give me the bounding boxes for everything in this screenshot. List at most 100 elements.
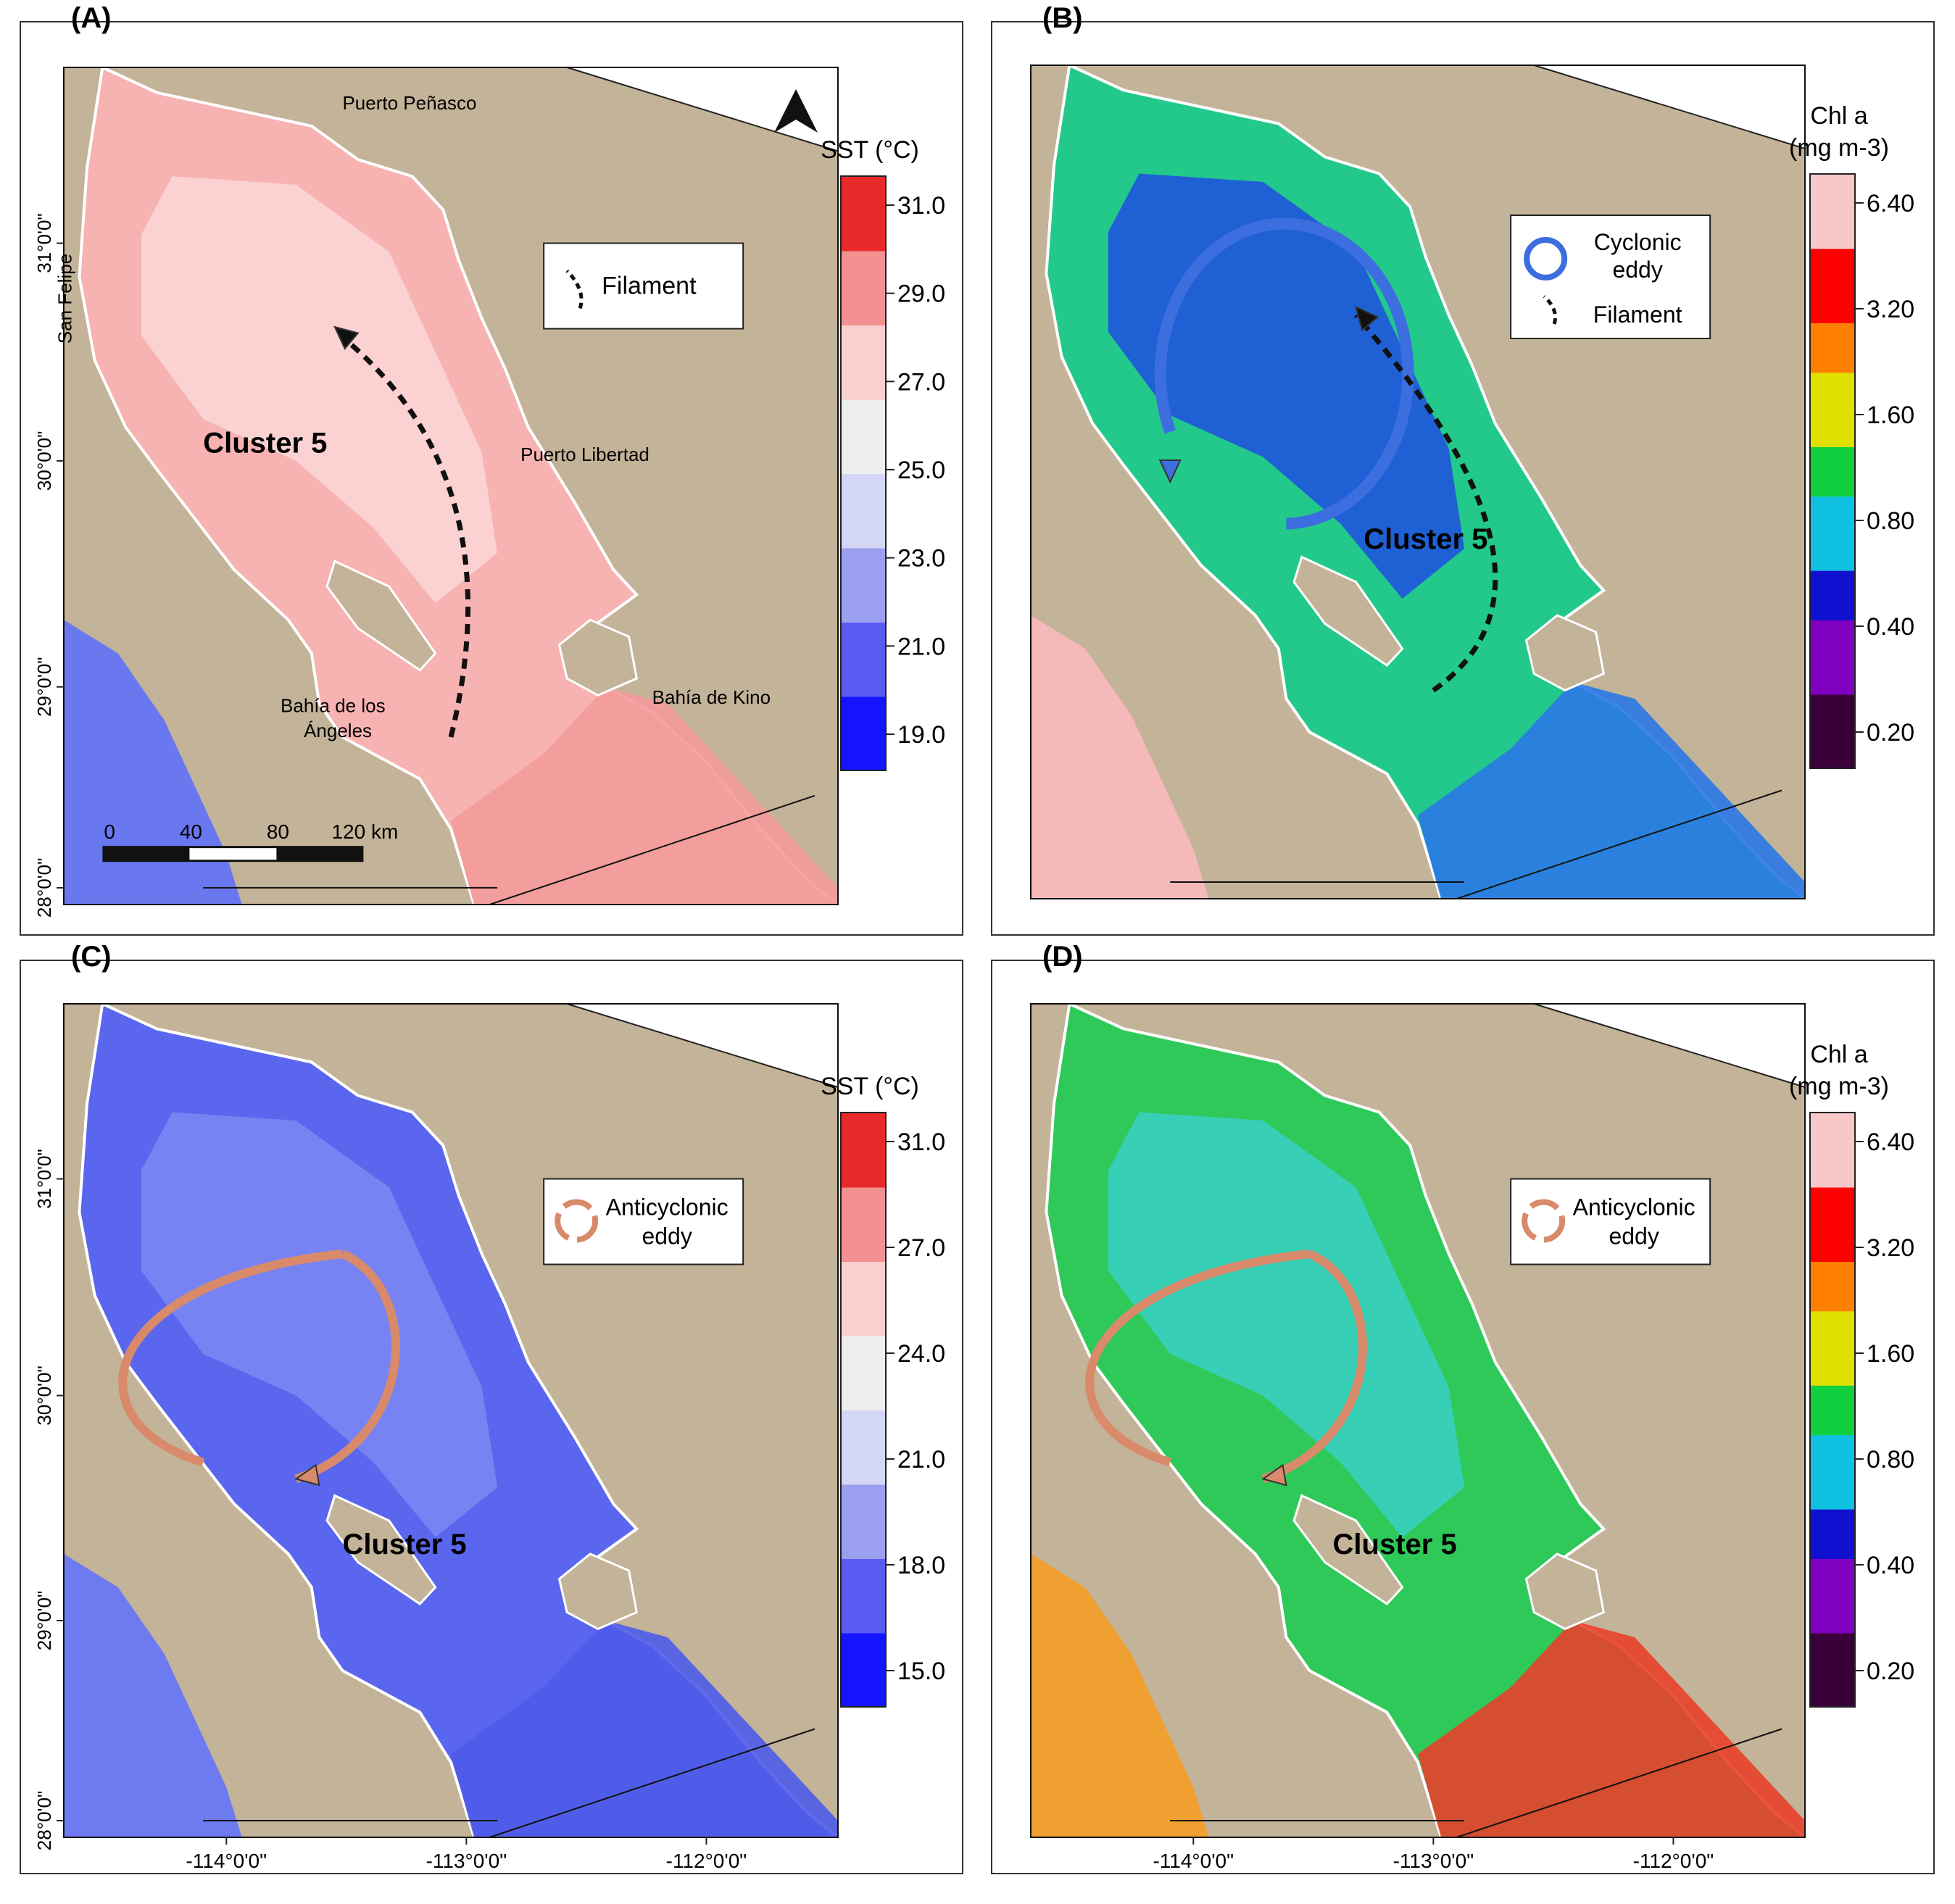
cyclonic-eddy-icon xyxy=(1524,237,1568,280)
southern-water xyxy=(451,686,838,905)
colorbar-segment xyxy=(1810,1533,1855,1559)
colorbar-segment xyxy=(841,720,886,747)
colorbar-segment xyxy=(1810,1608,1855,1634)
cluster-label: Cluster 5 xyxy=(1363,523,1487,555)
colorbar-segment xyxy=(1810,1484,1855,1510)
map-border xyxy=(1030,1003,1806,1838)
colorbar-segment xyxy=(841,1261,886,1287)
filament-icon xyxy=(565,269,584,309)
scale-bar-label: 0 xyxy=(104,820,115,843)
anticyclonic-eddy-icon xyxy=(555,1199,599,1243)
north-arrow-icon xyxy=(774,89,818,133)
pacific-ocean xyxy=(64,1554,242,1837)
filament-arrowhead xyxy=(1355,305,1379,332)
colorbar-segment xyxy=(841,498,886,524)
colorbar-segment xyxy=(1810,718,1855,744)
colorbar-segment xyxy=(1810,471,1855,497)
panel-label: (B) xyxy=(1042,2,1083,34)
colorbar-segment xyxy=(1810,545,1855,571)
colorbar-title: Chl a xyxy=(1810,1041,1867,1068)
colorbar-tick-label: 24.0 xyxy=(897,1340,945,1368)
colorbar-segment xyxy=(841,1608,886,1634)
colorbar-segment xyxy=(841,448,886,474)
panel-A: (A) Cluster 5 Filament SST (°C) 31.0 29.0 27.0… xyxy=(20,2,963,936)
lat-label: 29°0'0" xyxy=(33,1591,55,1650)
colorbar-title: SST (°C) xyxy=(821,136,919,164)
colorbar-segment xyxy=(841,1211,886,1237)
colorbar-tick-label: 27.0 xyxy=(897,1234,945,1262)
colorbar-segment xyxy=(1810,1459,1855,1485)
cyclonic-eddy-arrow xyxy=(1154,217,1414,530)
gulf-core xyxy=(141,176,498,604)
southern-water xyxy=(451,1621,838,1837)
colorbar-segment xyxy=(841,201,886,227)
colorbar-tick-label: 6.40 xyxy=(1867,1128,1914,1156)
place-name: Puerto Peñasco xyxy=(342,92,476,114)
colorbar-title: Chl a xyxy=(1810,102,1867,130)
island-tiburon xyxy=(557,1552,638,1631)
colorbar-segment xyxy=(841,1186,886,1213)
legend-label: Anticyclonic xyxy=(1573,1194,1695,1221)
colorbar-segment xyxy=(1810,446,1855,472)
legend-box xyxy=(1510,1178,1711,1265)
colorbar-segment xyxy=(1810,273,1855,299)
colorbar-segment xyxy=(1810,1384,1855,1410)
colorbar-segment xyxy=(841,696,886,722)
colorbar-frame xyxy=(840,1112,887,1708)
colorbar-title: SST (°C) xyxy=(821,1073,919,1100)
colorbar-segment xyxy=(1810,1434,1855,1460)
colorbar-tick-label: 0.40 xyxy=(1867,1552,1914,1579)
island-angel-guarda xyxy=(325,560,437,672)
colorbar-segment xyxy=(1810,1360,1855,1386)
colorbar-tick-label: 23.0 xyxy=(897,545,945,573)
panel-label: (C) xyxy=(71,941,112,973)
colorbar-segment xyxy=(1810,1162,1855,1188)
colorbar-segment xyxy=(1810,620,1855,646)
transect-line xyxy=(1456,789,1782,899)
colorbar-segment xyxy=(1810,694,1855,720)
colorbar-title: (mg m-3) xyxy=(1789,1073,1889,1100)
place-name: Puerto Libertad xyxy=(520,444,649,465)
colorbar-segment xyxy=(1810,174,1855,200)
colorbar-segment xyxy=(841,423,886,449)
lat-label: 29°0'0" xyxy=(33,657,55,716)
colorbar-tick-label: 21.0 xyxy=(897,1446,945,1473)
island-tiburon xyxy=(1524,614,1605,692)
colorbar-segment xyxy=(841,1162,886,1188)
colorbar-tick-label: 25.0 xyxy=(897,457,945,484)
colorbar-segment xyxy=(841,1632,886,1658)
colorbar-tick-label: 0.20 xyxy=(1867,1658,1914,1685)
colorbar-segment xyxy=(841,671,886,697)
lon-label: -113°0'0" xyxy=(1393,1850,1474,1872)
colorbar: SST (°C) 31.0 27.0 24.0 21.0 18.0 15.0 xyxy=(821,1073,945,1708)
colorbar-segment xyxy=(1810,1137,1855,1163)
colorbar-frame xyxy=(1809,173,1856,769)
colorbar-segment xyxy=(841,622,886,648)
place-name: San Felipe xyxy=(54,254,76,344)
colorbar-segment xyxy=(1810,644,1855,670)
southern-water xyxy=(1418,1621,1805,1837)
colorbar-segment xyxy=(841,176,886,202)
lat-label: 31°0'0" xyxy=(33,213,55,273)
colorbar-segment xyxy=(841,572,886,598)
colorbar-tick-label: 6.40 xyxy=(1867,190,1914,217)
colorbar-segment xyxy=(841,1434,886,1460)
colorbar-segment xyxy=(841,275,886,301)
anticyclonic-eddy-arrowhead xyxy=(1261,1463,1287,1487)
colorbar-segment xyxy=(1810,1508,1855,1534)
lat-label: 28°0'0" xyxy=(33,858,55,918)
colorbar-segment xyxy=(841,647,886,673)
colorbar-tick-label: 29.0 xyxy=(897,280,945,308)
colorbar-segment xyxy=(841,1484,886,1510)
colorbar-segment xyxy=(841,1459,886,1485)
colorbar-segment xyxy=(1810,1410,1855,1436)
anticyclonic-eddy-arrow xyxy=(118,1250,400,1484)
colorbar-segment xyxy=(1810,421,1855,447)
colorbar-segment xyxy=(841,1360,886,1386)
legend-label: eddy xyxy=(642,1223,692,1250)
colorbar-segment xyxy=(1810,1236,1855,1262)
colorbar: Chl a (mg m-3) 6.40 3.20 1.60 0.80 0.40 0.20 xyxy=(1789,1041,1914,1708)
